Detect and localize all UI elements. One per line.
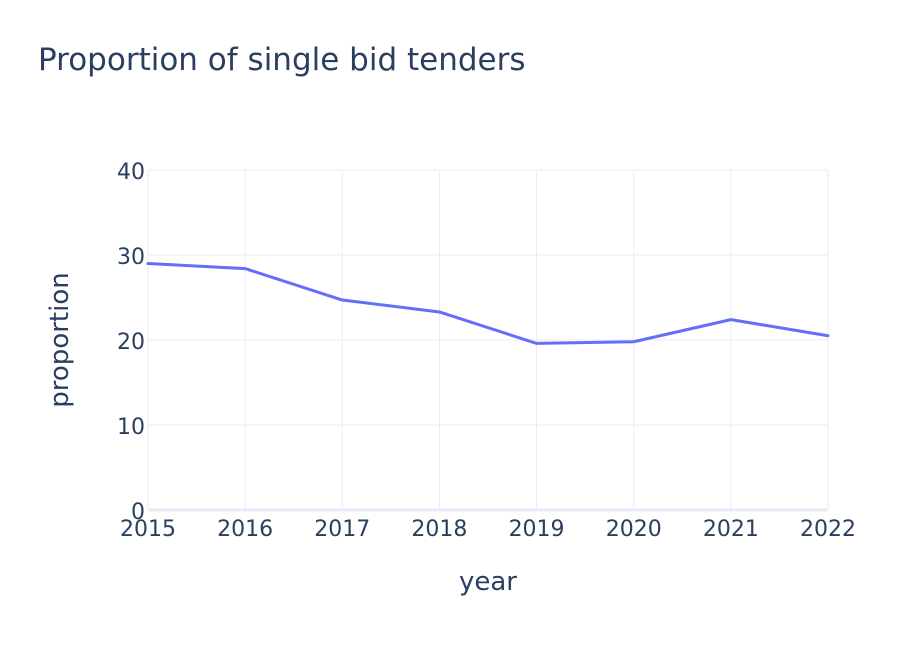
x-tick-label-2015: 2015 — [120, 517, 176, 542]
x-axis-title: year — [459, 567, 517, 597]
series-layer — [148, 263, 828, 343]
x-tick-label-2022: 2022 — [800, 517, 856, 542]
y-axis-title: proportion — [45, 272, 75, 407]
y-tick-label-20: 20 — [117, 330, 145, 355]
chart-title: Proportion of single bid tenders — [38, 42, 526, 78]
x-tick-label-2018: 2018 — [411, 517, 467, 542]
y-tick-label-10: 10 — [117, 415, 145, 440]
y-tick-label-40: 40 — [117, 160, 145, 185]
x-tick-label-2020: 2020 — [606, 517, 662, 542]
series-line-proportion — [148, 264, 828, 344]
x-tick-label-2016: 2016 — [217, 517, 273, 542]
x-tick-label-2021: 2021 — [703, 517, 759, 542]
x-tick-label-2019: 2019 — [509, 517, 565, 542]
y-tick-label-30: 30 — [117, 245, 145, 270]
x-tick-label-2017: 2017 — [314, 517, 370, 542]
grid-layer — [148, 170, 828, 510]
